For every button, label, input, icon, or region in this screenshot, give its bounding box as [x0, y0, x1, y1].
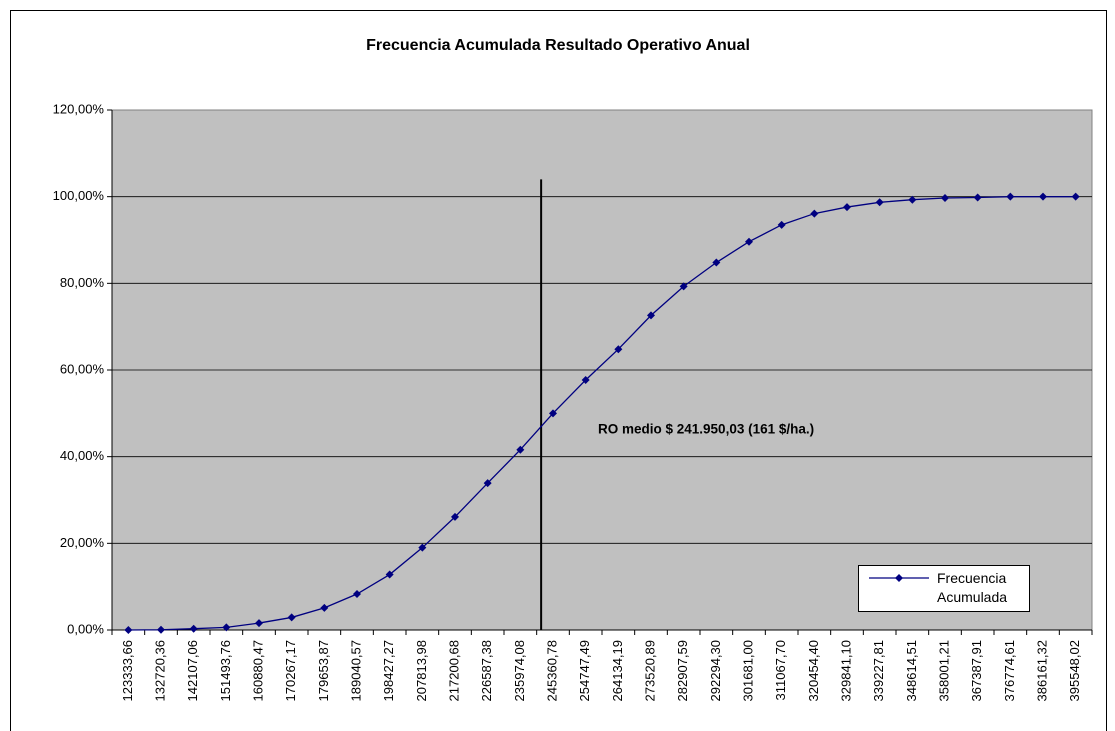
x-tick-label: 292294,30: [708, 640, 723, 701]
x-tick-label: 198427,27: [381, 640, 396, 701]
legend: Frecuencia Acumulada: [858, 565, 1030, 612]
marker: [353, 590, 361, 599]
marker: [385, 570, 394, 579]
x-tick-label: 226587,38: [479, 640, 494, 701]
x-tick-label: 179653,87: [316, 640, 331, 701]
y-tick-label: 60,00%: [60, 361, 105, 376]
marker: [1006, 192, 1015, 201]
x-tick-label: 329841,10: [838, 640, 853, 701]
marker: [875, 198, 884, 207]
x-tick-label: 282907,59: [675, 640, 690, 701]
x-tick-label: 395548,02: [1067, 640, 1082, 701]
x-tick-label: 235974,08: [512, 640, 527, 701]
x-tick-label: 386161,32: [1034, 640, 1049, 701]
annotation: RO medio $ 241.950,03 (161 $/ha.): [598, 422, 814, 437]
marker: [679, 282, 688, 291]
marker: [973, 193, 982, 202]
marker: [647, 311, 655, 320]
marker: [287, 613, 296, 622]
marker: [222, 623, 231, 632]
y-tick-label: 120,00%: [53, 101, 105, 116]
marker: [908, 195, 917, 204]
x-tick-label: 170267,17: [283, 640, 298, 701]
x-tick-label: 264134,19: [610, 640, 625, 701]
plot-layer: 0,00% 20,00% 40,00% 60,00% 80,00% 100,00% 120,…: [53, 101, 1093, 701]
chart-title: Frecuencia Acumulada Resultado Operativo…: [366, 37, 750, 54]
y-tick-label: 100,00%: [53, 188, 105, 203]
marker: [549, 409, 557, 418]
marker: [941, 193, 949, 202]
x-tick-label: 301681,00: [740, 640, 755, 701]
marker: [1039, 192, 1047, 201]
marker: [255, 619, 263, 628]
x-tick-label: 245360,78: [544, 640, 559, 701]
y-tick-label: 0,00%: [67, 621, 104, 636]
legend-symbol: [869, 574, 929, 582]
series-line: [128, 196, 1076, 631]
marker: [745, 237, 753, 246]
x-tick-label: 151493,76: [218, 640, 233, 701]
marker: [1071, 192, 1080, 201]
x-tick-label: 339227,81: [871, 640, 886, 701]
x-tick-label: 376774,61: [1002, 640, 1017, 701]
legend-marker: [895, 574, 903, 582]
marker: [516, 445, 525, 454]
x-tick-label: 273520,89: [642, 640, 657, 701]
marker: [777, 220, 786, 229]
x-tick-label: 358001,21: [936, 640, 951, 701]
marker: [843, 203, 851, 212]
marker: [810, 209, 819, 218]
y-tick-label: 40,00%: [60, 448, 105, 463]
x-tick-label: 189040,57: [348, 640, 363, 701]
x-tick-label: 142107,06: [185, 640, 200, 701]
x-tick-label: 160880,47: [250, 640, 265, 701]
x-tick-label: 123333,66: [120, 640, 135, 701]
y-tick-label: 80,00%: [60, 275, 105, 290]
marker: [189, 624, 198, 633]
marker: [712, 258, 721, 267]
x-tick-label: 367387,91: [969, 640, 984, 701]
x-tick-label: 217200,68: [446, 640, 461, 701]
marker: [614, 345, 623, 354]
x-tick-label: 207813,98: [414, 640, 429, 701]
x-tick-label: 132720,36: [152, 640, 167, 701]
x-tick-label: 320454,40: [806, 640, 821, 701]
marker: [320, 603, 329, 612]
x-tick-label: 254747,49: [577, 640, 592, 701]
marker: [124, 626, 133, 634]
x-tick-label: 311067,70: [773, 640, 788, 701]
marker: [451, 512, 459, 521]
x-tick-label: 348614,51: [904, 640, 919, 701]
y-tick-label: 20,00%: [60, 535, 105, 550]
marker: [418, 543, 427, 552]
legend-label: Frecuencia Acumulada: [937, 570, 1008, 605]
marker: [483, 479, 492, 488]
marker: [581, 375, 590, 384]
marker: [157, 625, 165, 634]
